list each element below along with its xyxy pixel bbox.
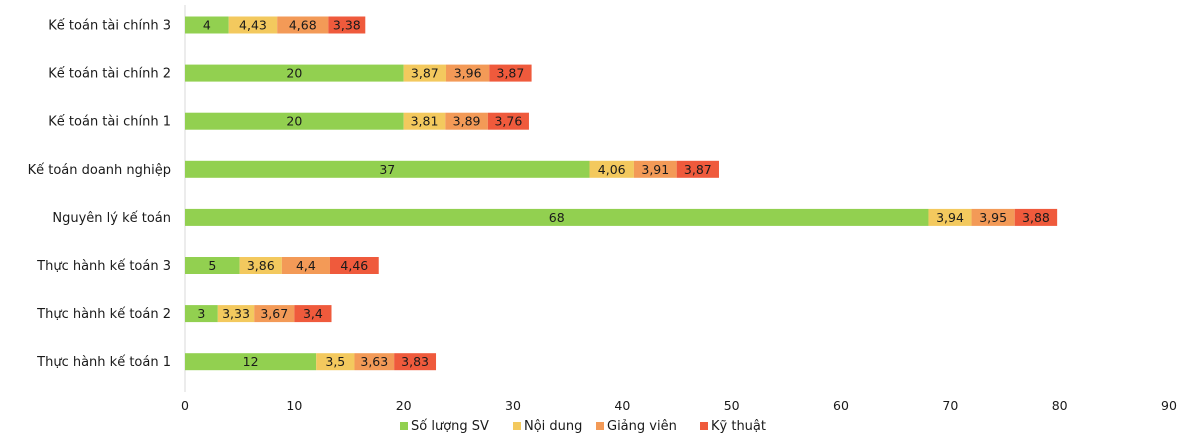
bar-segment-giang-vien — [971, 208, 1015, 226]
bar-segment-noi-dung — [403, 112, 446, 130]
x-tick-label: 30 — [505, 398, 521, 413]
legend-swatch — [513, 422, 521, 430]
data-label: 3,88 — [1022, 210, 1050, 225]
x-tick-label: 70 — [942, 398, 958, 413]
data-label: 3,33 — [222, 306, 250, 321]
bar-segment-so-luong — [185, 16, 229, 34]
legend-swatch — [596, 422, 604, 430]
data-label: 3,86 — [247, 258, 275, 273]
data-label: 4,06 — [598, 162, 626, 177]
bar-segment-ky-thuat — [487, 112, 529, 130]
x-tick-label: 80 — [1052, 398, 1068, 413]
data-label: 3,87 — [411, 66, 439, 81]
data-label: 3,67 — [260, 306, 288, 321]
legend-label: Số lượng SV — [411, 419, 489, 434]
bar-segment-ky-thuat — [294, 305, 332, 323]
data-label: 3,96 — [454, 66, 482, 81]
bar-segment-giang-vien — [633, 160, 677, 178]
bar-segment-giang-vien — [277, 16, 329, 34]
category-label: Nguyên lý kế toán — [52, 211, 171, 226]
bar-segment-so-luong — [185, 305, 218, 323]
bar-segment-noi-dung — [228, 16, 278, 34]
data-label: 3,4 — [303, 306, 323, 321]
bar-segment-ky-thuat — [1014, 208, 1058, 226]
data-label: 3,95 — [979, 210, 1007, 225]
data-label: 3,76 — [494, 114, 522, 129]
bar-segment-noi-dung — [589, 160, 634, 178]
data-label: 3,83 — [401, 354, 429, 369]
data-label: 4,4 — [296, 258, 316, 273]
data-label: 3,89 — [453, 114, 481, 129]
category-label: Kế toán doanh nghiệp — [28, 163, 171, 178]
x-tick-label: 0 — [181, 398, 189, 413]
category-label: Kế toán tài chính 2 — [48, 67, 171, 82]
bar-segment-so-luong — [185, 112, 404, 130]
data-label: 3,87 — [497, 66, 525, 81]
legend-label: Giảng viên — [607, 419, 677, 434]
bar-segment-noi-dung — [239, 257, 282, 274]
data-label: 37 — [379, 162, 395, 177]
data-label: 3,87 — [684, 162, 712, 177]
bar-segment-noi-dung — [928, 208, 972, 226]
bar-segment-giang-vien — [445, 64, 490, 82]
x-tick-label: 20 — [396, 398, 412, 413]
legend-swatch — [400, 422, 408, 430]
data-label: 4,68 — [289, 18, 317, 33]
x-tick-label: 90 — [1161, 398, 1177, 413]
data-label: 5 — [208, 258, 216, 273]
bar-segment-ky-thuat — [489, 64, 532, 82]
bar-segment-giang-vien — [254, 305, 295, 323]
bar-segment-so-luong — [185, 353, 317, 371]
category-label: Kế toán tài chính 3 — [48, 19, 171, 34]
x-tick-labels: 0 10 20 30 40 50 60 70 80 90 — [181, 398, 1177, 413]
bar-segment-so-luong — [185, 64, 404, 82]
data-label: 3,38 — [333, 18, 361, 33]
data-label: 3,81 — [411, 114, 439, 129]
bar-segment-so-luong — [185, 160, 590, 178]
bar-segment-noi-dung — [217, 305, 255, 323]
legend: Số lượng SV Nội dung Giảng viên Kỹ thuật — [400, 419, 766, 434]
category-labels: Kế toán tài chính 3 Kế toán tài chính 2 Kế… — [28, 19, 171, 371]
data-label: 20 — [286, 66, 302, 81]
data-label: 4 — [203, 18, 211, 33]
bar-segment-ky-thuat — [394, 353, 437, 371]
legend-label: Nội dung — [524, 419, 582, 434]
bar-segment-giang-vien — [445, 112, 488, 130]
category-label: Thực hành kế toán 1 — [36, 355, 171, 370]
bar-segment-giang-vien — [354, 353, 395, 371]
data-label: 68 — [549, 210, 565, 225]
x-tick-label: 10 — [286, 398, 302, 413]
data-label: 3 — [197, 306, 205, 321]
bar-segment-so-luong — [185, 208, 929, 226]
data-label: 3,5 — [325, 354, 345, 369]
data-label: 4,43 — [239, 18, 267, 33]
bar-segment-noi-dung — [403, 64, 446, 82]
bar-segment-giang-vien — [281, 257, 330, 274]
x-tick-label: 60 — [833, 398, 849, 413]
data-label: 3,94 — [936, 210, 964, 225]
category-label: Kế toán tài chính 1 — [48, 115, 171, 130]
bar-segment-noi-dung — [316, 353, 355, 371]
bar-segment-ky-thuat — [329, 257, 379, 274]
bar-segment-ky-thuat — [676, 160, 719, 178]
bar-segment-ky-thuat — [328, 16, 366, 34]
legend-swatch — [700, 422, 708, 430]
data-label: 20 — [286, 114, 302, 129]
data-label: 4,46 — [340, 258, 368, 273]
bar-segment-so-luong — [185, 257, 240, 274]
category-label: Thực hành kế toán 2 — [36, 307, 171, 322]
category-label: Thực hành kế toán 3 — [36, 259, 171, 274]
data-label: 12 — [243, 354, 259, 369]
x-tick-label: 40 — [614, 398, 630, 413]
legend-label: Kỹ thuật — [711, 419, 766, 434]
x-tick-label: 50 — [724, 398, 740, 413]
data-label: 3,63 — [360, 354, 388, 369]
data-label: 3,91 — [641, 162, 669, 177]
